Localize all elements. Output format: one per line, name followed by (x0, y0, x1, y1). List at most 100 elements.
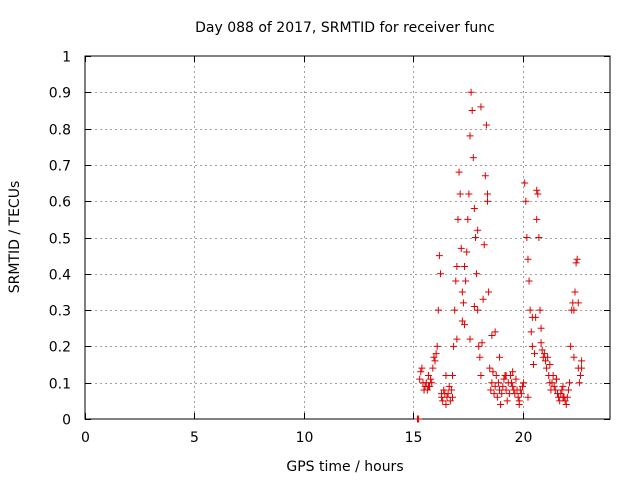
data-point (514, 393, 522, 401)
data-point (552, 375, 560, 383)
data-point (494, 379, 502, 387)
data-point (526, 306, 534, 314)
x-tick-label: 5 (190, 430, 199, 446)
data-point (469, 154, 477, 162)
data-point (567, 342, 575, 350)
data-point (415, 415, 423, 423)
data-point (431, 357, 439, 365)
data-point (458, 288, 466, 296)
data-point (467, 88, 475, 96)
data-point (570, 306, 578, 314)
data-point (502, 386, 510, 394)
data-point (440, 386, 448, 394)
data-point (571, 288, 579, 296)
x-tick-label: 15 (405, 430, 423, 446)
data-point (549, 371, 557, 379)
data-point (491, 328, 499, 336)
data-point (429, 364, 437, 372)
data-point (452, 277, 460, 285)
data-point (449, 371, 456, 379)
data-point (534, 190, 542, 198)
axis-ticks (85, 56, 610, 420)
y-tick-label: 0.8 (49, 123, 71, 139)
y-tick-label: 0.6 (49, 195, 71, 211)
data-point (486, 364, 494, 372)
data-point (502, 371, 510, 379)
data-point (524, 393, 532, 401)
data-point (543, 364, 551, 372)
data-point (453, 335, 461, 343)
data-point (576, 371, 584, 379)
data-point (480, 241, 488, 249)
data-point (489, 368, 497, 376)
data-point (484, 190, 491, 198)
data-point (524, 255, 532, 263)
data-point (533, 186, 541, 194)
data-point (490, 390, 498, 398)
data-point (479, 295, 487, 303)
data-point (427, 375, 435, 383)
y-tick-label: 0.5 (49, 232, 71, 248)
data-point (459, 299, 467, 307)
data-point (447, 386, 455, 394)
data-point (550, 382, 558, 390)
data-point (516, 386, 524, 394)
data-point (458, 317, 466, 325)
data-point (520, 379, 528, 387)
data-point (471, 234, 479, 241)
data-point (470, 302, 478, 310)
y-tick-label: 1 (62, 50, 71, 66)
data-point (508, 379, 516, 387)
data-point (457, 244, 465, 252)
data-point (424, 371, 432, 379)
data-point (466, 335, 474, 343)
data-point (531, 350, 539, 358)
data-point (442, 400, 450, 408)
data-point (430, 353, 438, 361)
data-point (436, 270, 444, 278)
data-point (578, 357, 586, 365)
data-point (493, 393, 501, 401)
data-point (546, 361, 554, 369)
data-point (535, 234, 543, 241)
data-point (453, 263, 461, 271)
data-points (414, 88, 586, 423)
data-point (562, 400, 570, 408)
data-point (511, 390, 519, 398)
data-point (418, 364, 426, 372)
data-point (488, 379, 496, 387)
data-point (439, 397, 447, 405)
data-point (533, 215, 541, 223)
data-point (564, 386, 572, 394)
y-tick-label: 0.3 (49, 304, 71, 320)
data-point (468, 106, 476, 114)
data-point (509, 382, 517, 390)
data-point (462, 277, 470, 285)
data-point (465, 190, 473, 198)
data-point (528, 313, 536, 321)
data-point (463, 248, 471, 256)
data-point (496, 353, 504, 361)
data-point (573, 255, 581, 263)
data-point (424, 382, 432, 390)
y-tick-label: 0.1 (49, 377, 71, 393)
data-point (498, 390, 506, 398)
data-point (475, 342, 483, 350)
data-point (416, 375, 424, 383)
data-point (561, 397, 569, 405)
data-point (454, 215, 462, 223)
data-point (466, 132, 474, 140)
data-point (461, 321, 469, 329)
data-point (578, 364, 586, 372)
data-point (570, 353, 578, 361)
data-point (478, 339, 486, 347)
data-point (537, 339, 545, 347)
data-point (557, 390, 565, 398)
data-point (445, 382, 453, 390)
data-point (558, 386, 566, 394)
data-point (515, 397, 523, 405)
data-point (538, 346, 546, 354)
y-axis-label: SRMTID / TECUs (7, 181, 23, 294)
data-point (484, 197, 491, 205)
